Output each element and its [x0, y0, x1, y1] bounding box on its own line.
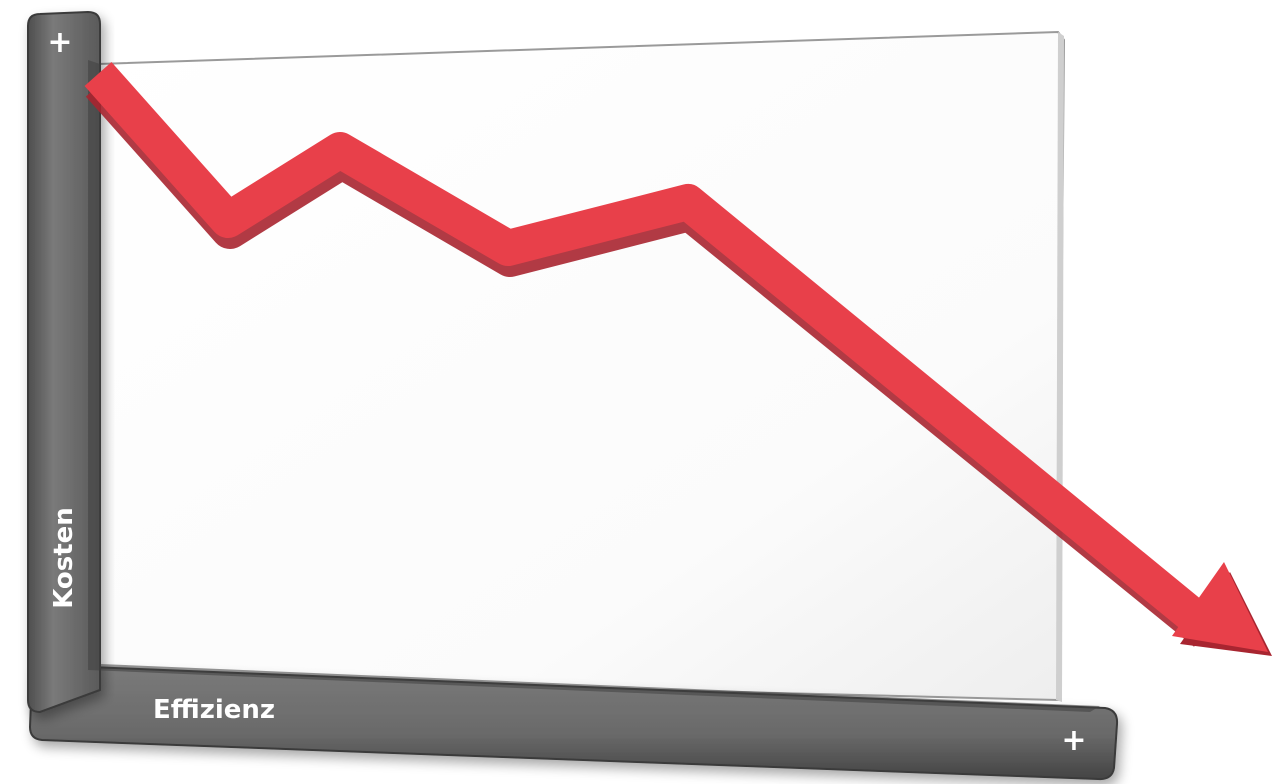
y-axis-label: Kosten [49, 507, 79, 609]
trend-arrow-body [84, 62, 1210, 634]
trend-arrowhead [1172, 562, 1268, 652]
y-axis-bar [27, 10, 101, 714]
x-axis-label: Effizienz [153, 695, 275, 725]
chart-board [97, 30, 1066, 702]
trend-arrow [84, 62, 1272, 656]
x-axis-plus: + [1061, 723, 1086, 758]
y-axis-plus: + [47, 25, 72, 60]
